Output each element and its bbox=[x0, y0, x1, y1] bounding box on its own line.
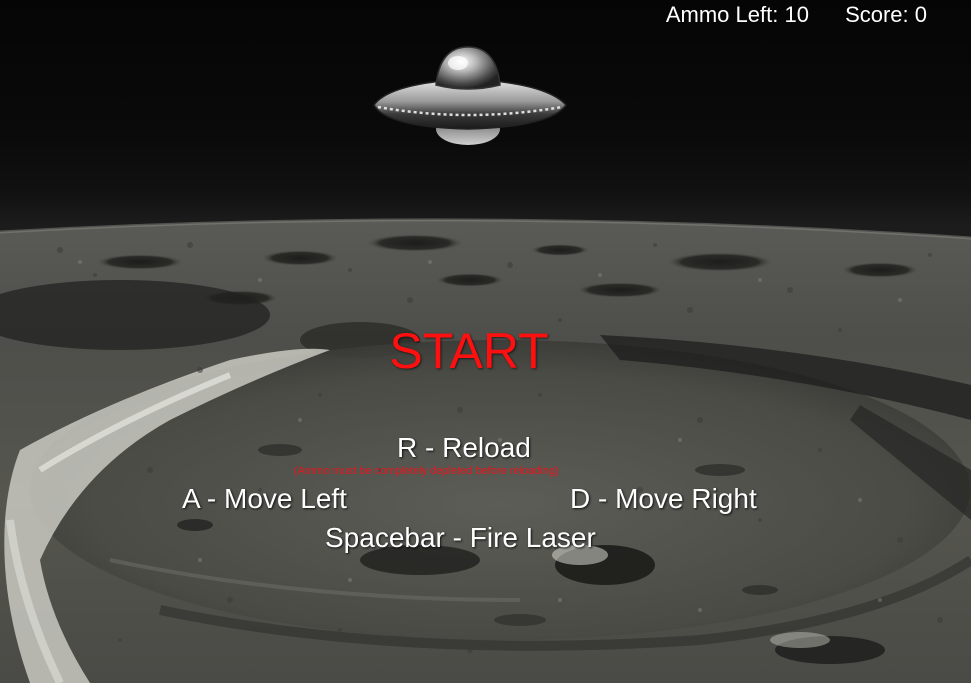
reload-instruction: R - Reload bbox=[397, 432, 531, 463]
move-left-instruction: A - Move Left bbox=[182, 483, 347, 514]
move-right-instruction: D - Move Right bbox=[570, 483, 757, 514]
ufo-saucer-icon bbox=[373, 46, 567, 145]
hud: Ammo Left: 10 Score: 0 bbox=[666, 2, 927, 28]
score-counter: Score: 0 bbox=[845, 2, 927, 27]
fire-laser-instruction: Spacebar - Fire Laser bbox=[325, 522, 596, 553]
start-button[interactable]: START bbox=[389, 323, 549, 379]
ammo-counter: Ammo Left: 10 bbox=[665, 2, 809, 27]
reload-note: (Ammo must be completely depleted before… bbox=[294, 465, 559, 477]
